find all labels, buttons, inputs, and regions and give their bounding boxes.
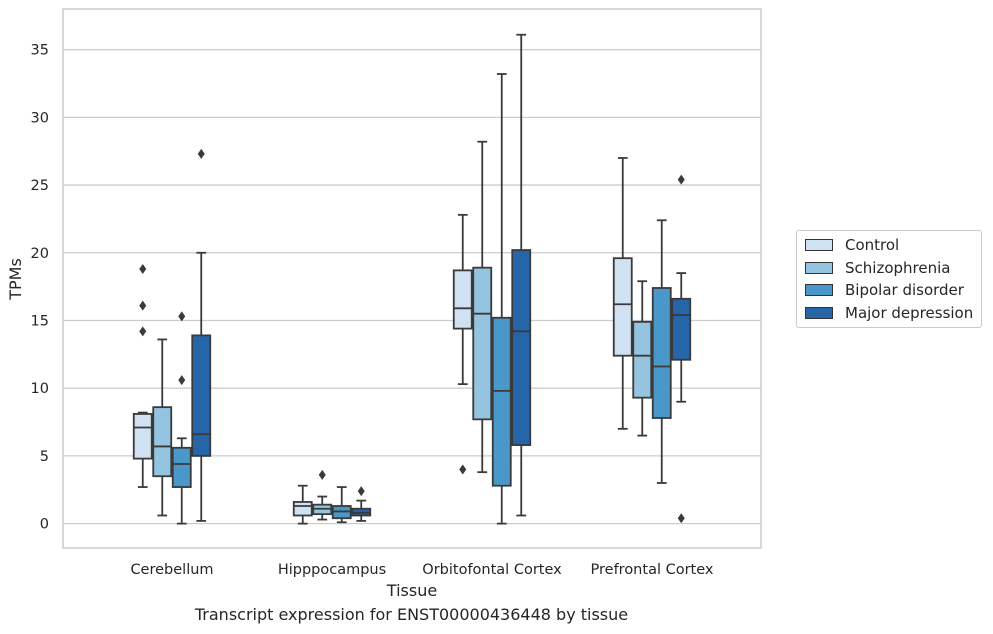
legend-label: Major depression [845,303,974,322]
outlier-point [197,148,205,159]
box [472,266,493,421]
y-tick-label: 30 [31,110,49,126]
box-group [671,174,692,524]
box [132,413,153,460]
y-tick-labels: 0 5 10 15 20 25 30 35 [31,43,49,533]
legend-item: Control [805,234,981,257]
y-tick-label: 20 [31,246,49,262]
box-group [632,280,653,437]
box-group [191,148,212,522]
plot-frame [62,8,762,549]
x-tick-labels: Cerebellum Hipppocampus Orbitofontal Corte… [130,562,713,578]
legend-swatch [805,284,833,297]
box [612,257,633,357]
y-tick-label: 10 [31,381,49,397]
box [511,249,532,446]
legend-swatch [805,306,833,319]
box-group [351,486,372,522]
outlier-point [357,486,365,497]
box [191,334,212,457]
legend-swatch [805,239,833,252]
box [171,446,192,488]
x-tick-label: Prefrontal Cortex [591,562,714,578]
x-tick-label: Orbitofontal Cortex [422,562,562,578]
box [671,297,692,361]
x-axis-label: Tissue [386,581,437,600]
outlier-point [677,513,685,524]
box-group [651,219,672,484]
box-group [452,213,473,475]
y-tick-label: 5 [40,449,49,465]
box [651,287,672,419]
box-group [312,469,333,521]
box-group [292,484,313,525]
outlier-point [178,311,186,322]
box [292,501,313,517]
box [152,406,173,478]
outlier-point [318,469,326,480]
box [491,316,512,487]
legend-item: Bipolar disorder [805,279,981,302]
y-tick-label: 35 [31,43,49,59]
box-group [132,264,153,488]
box-group [511,33,532,517]
legend-label: Control [845,236,900,255]
outlier-point [139,326,147,337]
legend: Control Schizophrenia Bipolar disorder Majo… [796,230,982,328]
legend-label: Bipolar disorder [845,281,964,300]
outlier-point [459,464,467,475]
box-group [612,157,633,430]
outlier-point [139,300,147,311]
x-tick-label: Cerebellum [130,562,213,578]
legend-swatch [805,261,833,274]
box [452,269,473,330]
y-tick-label: 15 [31,313,49,329]
x-tick-label: Hipppocampus [278,562,386,578]
figure-caption: Transcript expression for ENST0000043644… [194,605,629,624]
box [632,320,653,399]
legend-item: Schizophrenia [805,257,981,280]
outlier-point [139,264,147,275]
legend-item: Major depression [805,302,981,325]
legend-label: Schizophrenia [845,258,951,277]
y-axis-label: TPMs [6,258,25,301]
y-tick-label: 0 [40,517,49,533]
box-group [331,486,352,524]
box-plot-marks [132,33,692,525]
box-group [152,338,173,517]
box-group [491,73,512,525]
outlier-point [677,174,685,185]
y-tick-label: 25 [31,178,49,194]
box-group [472,140,493,474]
box-group [171,311,192,525]
outlier-point [178,375,186,386]
